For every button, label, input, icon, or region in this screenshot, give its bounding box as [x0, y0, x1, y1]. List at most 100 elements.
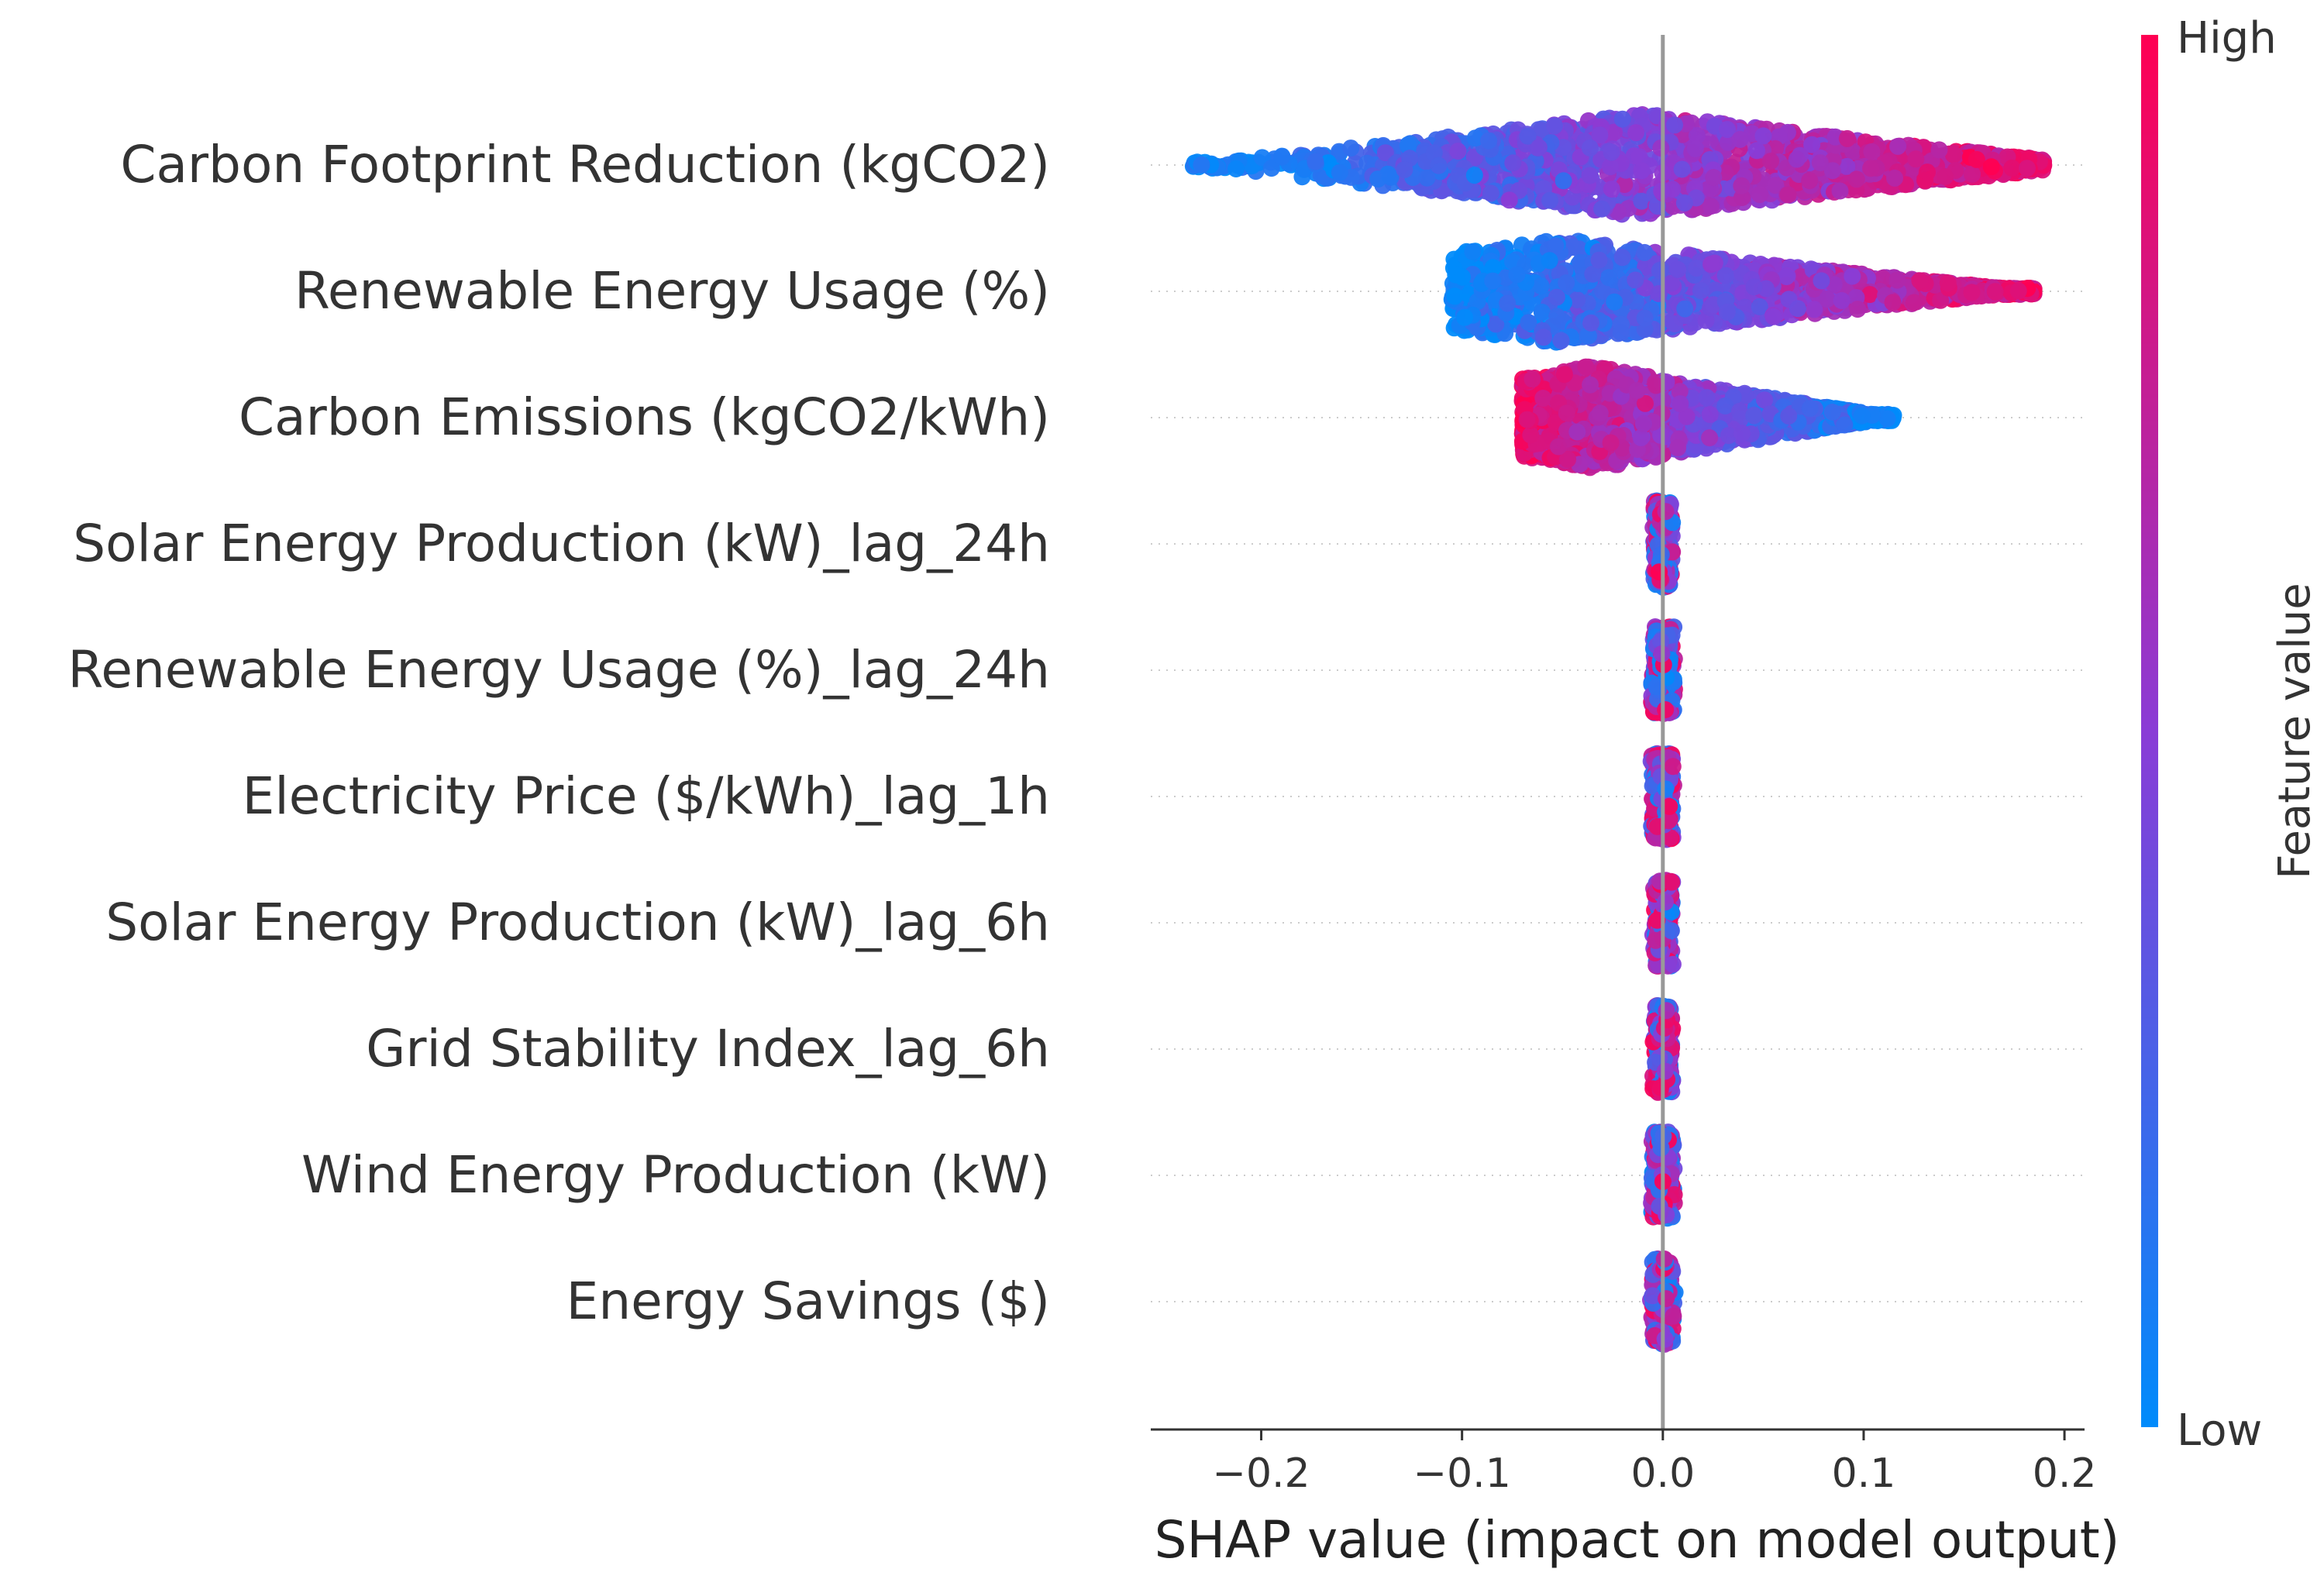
- shap-point: [1939, 274, 1957, 292]
- shap-point: [1745, 278, 1763, 296]
- shap-point: [1418, 169, 1436, 187]
- shap-point: [1762, 153, 1780, 170]
- shap-point: [1652, 139, 1670, 157]
- shap-point: [1862, 160, 1880, 177]
- shap-point: [1675, 194, 1693, 212]
- shap-point: [1636, 243, 1654, 261]
- shap-point: [1701, 406, 1719, 423]
- shap-point: [1844, 267, 1861, 285]
- shap-point: [1480, 132, 1498, 150]
- shap-point: [2018, 160, 2036, 177]
- shap-point: [1706, 254, 1723, 272]
- shap-point: [1779, 186, 1797, 204]
- shap-point: [1853, 407, 1871, 425]
- shap-point: [1789, 300, 1806, 318]
- shap-point: [1552, 332, 1570, 349]
- shap-point: [1888, 271, 1906, 289]
- shap-point: [1342, 139, 1360, 157]
- shap-point: [1930, 141, 1948, 159]
- shap-point: [1733, 425, 1751, 442]
- shap-point: [1718, 303, 1736, 321]
- shap-point: [1818, 291, 1836, 308]
- shap-point: [1590, 251, 1608, 269]
- shap-point: [1831, 182, 1849, 200]
- shap-point: [1535, 329, 1552, 346]
- shap-point: [1813, 272, 1830, 290]
- shap-point: [1482, 184, 1499, 202]
- shap-point: [1716, 397, 1734, 415]
- shap-point: [1788, 150, 1806, 168]
- shap-point: [1534, 390, 1552, 407]
- shap-point: [1613, 324, 1630, 342]
- shap-point: [1907, 150, 1925, 168]
- shap-point: [1508, 266, 1526, 284]
- shap-point: [1541, 252, 1558, 270]
- shap-point: [1533, 303, 1551, 321]
- shap-point: [1676, 300, 1694, 318]
- shap-point: [1731, 131, 1749, 148]
- shap-point: [1550, 438, 1567, 456]
- shap-point: [1307, 153, 1324, 170]
- shap-point: [1751, 186, 1768, 204]
- shap-point: [1554, 172, 1572, 190]
- feature-point-group: [1513, 358, 1902, 476]
- shap-point: [1636, 309, 1654, 327]
- shap-point: [1982, 158, 2000, 176]
- shap-point: [1884, 294, 1902, 311]
- shap-point: [1627, 271, 1644, 289]
- shap-point: [1686, 139, 1704, 157]
- shap-point: [1532, 277, 1550, 294]
- shap-point: [1593, 200, 1611, 218]
- shap-point: [1568, 423, 1586, 441]
- shap-point: [1577, 358, 1595, 376]
- shap-point: [1733, 177, 1751, 194]
- shap-point: [1602, 434, 1620, 452]
- shap-point: [1193, 156, 1210, 174]
- shap-point: [1672, 395, 1689, 413]
- shap-point: [1396, 161, 1413, 178]
- shap-point: [1613, 110, 1631, 128]
- feature-point-group: [1443, 232, 2043, 351]
- shap-point: [1863, 143, 1881, 160]
- shap-point: [1613, 249, 1631, 267]
- shap-point: [1546, 117, 1563, 135]
- shap-point: [1555, 366, 1573, 384]
- shap-point: [1530, 139, 1548, 157]
- shap-point: [1823, 404, 1841, 421]
- shap-point: [1603, 181, 1620, 198]
- shap-point: [1600, 269, 1617, 287]
- shap-point: [1548, 308, 1566, 325]
- shap-point: [1484, 272, 1502, 290]
- shap-point: [1911, 272, 1929, 290]
- shap-point: [1968, 150, 1985, 168]
- shap-point: [1548, 288, 1565, 306]
- shap-point: [1669, 260, 1687, 278]
- shap-point: [1601, 158, 1619, 176]
- shap-point: [1701, 429, 1719, 447]
- shap-point: [1801, 400, 1819, 418]
- shap-point: [1878, 410, 1896, 428]
- shap-point: [1801, 172, 1819, 190]
- shap-point: [1603, 143, 1620, 161]
- shap-point: [1547, 237, 1565, 255]
- shap-point: [1582, 314, 1599, 332]
- shap-point: [1836, 416, 1854, 434]
- shap-point: [1778, 268, 1796, 286]
- shap-point: [1778, 123, 1796, 141]
- shap-point: [1765, 308, 1782, 325]
- shap-point: [1666, 116, 1683, 134]
- shap-point: [1430, 157, 1448, 174]
- shap-point: [1627, 124, 1645, 142]
- shap-point: [1745, 407, 1763, 425]
- shap-point: [1669, 439, 1687, 456]
- shap-points: [1184, 106, 2053, 1353]
- shap-point: [1964, 165, 1981, 183]
- shap-point: [1227, 160, 1245, 177]
- shap-point: [1454, 268, 1471, 286]
- shap-point: [1886, 169, 1903, 187]
- shap-point: [1833, 292, 1851, 309]
- shap-point: [1702, 198, 1720, 215]
- shap-point: [1705, 169, 1723, 187]
- shap-point: [1698, 389, 1716, 407]
- shap-point: [1628, 382, 1646, 400]
